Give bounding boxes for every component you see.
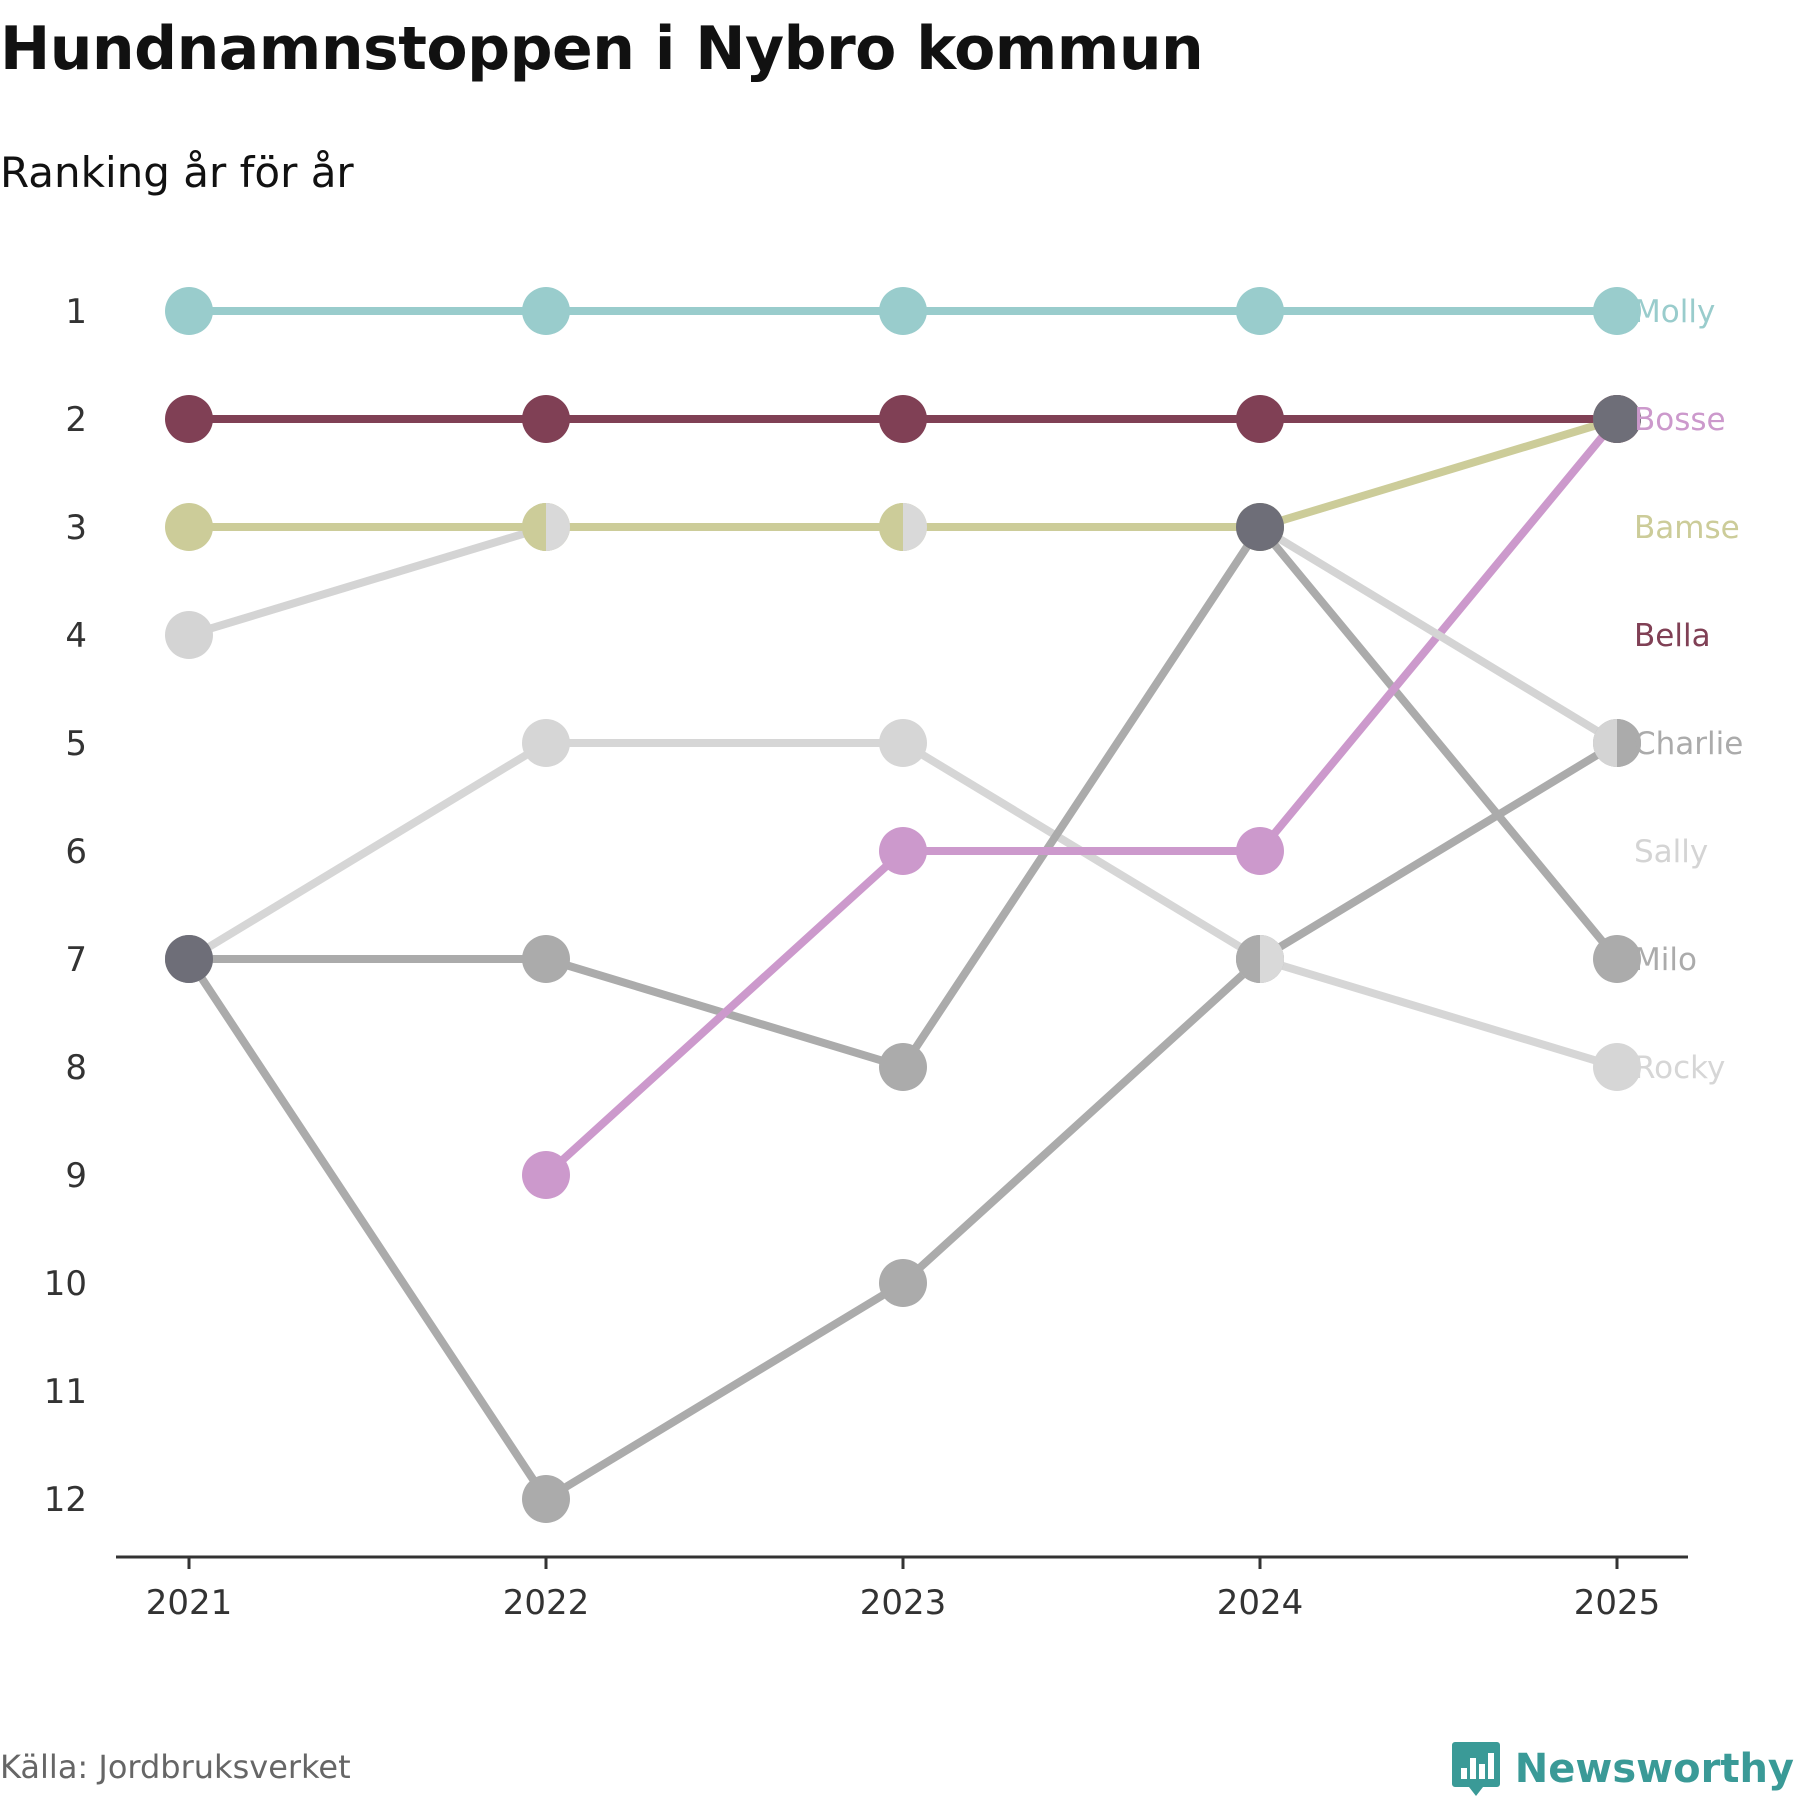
label-milo: Milo: [1634, 942, 1697, 978]
point-overlap-2024-3: [1236, 503, 1284, 551]
point-bella-2023: [879, 395, 927, 443]
point-molly-2022: [522, 287, 570, 335]
x-axis: 2021 2022 2023 2024 2025: [116, 1555, 1688, 1623]
point-shared-left-2023-3: [879, 503, 903, 551]
series-end-labels: Molly Bosse Bamse Bella Charlie Sally Milo Rock…: [1634, 294, 1743, 1086]
point-milo-2025: [1593, 935, 1641, 983]
point-molly-2023: [879, 287, 927, 335]
point-shared-right-2023-3: [903, 503, 927, 551]
y-tick-2: 2: [65, 400, 87, 440]
source-note: Källa: Jordbruksverket: [0, 1748, 351, 1786]
point-charlie-2023: [879, 1259, 927, 1307]
label-sally: Sally: [1634, 834, 1708, 870]
point-bella-2024: [1236, 395, 1284, 443]
point-molly-2021: [165, 287, 213, 335]
point-overlap-2021-7: [165, 935, 213, 983]
y-tick-9: 9: [65, 1156, 87, 1196]
point-shared-left-2022-3: [522, 503, 546, 551]
label-rocky: Rocky: [1634, 1050, 1725, 1086]
y-tick-5: 5: [65, 724, 87, 764]
label-bosse: Bosse: [1634, 402, 1726, 438]
point-molly-2025: [1593, 287, 1641, 335]
y-tick-8: 8: [65, 1048, 87, 1088]
label-bamse: Bamse: [1634, 510, 1740, 546]
point-milo-2022: [522, 935, 570, 983]
newsworthy-logo-icon: [1451, 1742, 1500, 1796]
x-tick-2021: 2021: [146, 1583, 233, 1623]
point-milo-2023: [879, 1043, 927, 1091]
point-rocky-2022: [522, 719, 570, 767]
x-tick-2024: 2024: [1217, 1583, 1304, 1623]
label-bella: Bella: [1634, 618, 1711, 654]
x-tick-2023: 2023: [860, 1583, 947, 1623]
y-tick-3: 3: [65, 508, 87, 548]
y-tick-10: 10: [44, 1264, 87, 1304]
point-bella-2022: [522, 395, 570, 443]
point-shared-right-2025-5: [1617, 719, 1641, 767]
series-points: [165, 287, 1641, 1523]
chart-subtitle: Ranking år för år: [0, 148, 354, 197]
label-molly: Molly: [1634, 294, 1715, 330]
brand-name: Newsworthy: [1514, 1746, 1794, 1792]
label-charlie: Charlie: [1634, 726, 1743, 762]
point-shared-right-2022-3: [546, 503, 570, 551]
brand-logo[interactable]: Newsworthy: [1451, 1740, 1794, 1798]
point-sally-2021: [165, 611, 213, 659]
y-tick-11: 11: [44, 1372, 87, 1412]
series-line-rocky: [186, 739, 1619, 1071]
point-shared-left-2024-7: [1236, 935, 1260, 983]
series-line-connector: [1257, 523, 1620, 747]
point-bosse-2023: [879, 827, 927, 875]
point-shared-right-2024-7: [1260, 935, 1284, 983]
point-overlap-2025-2: [1593, 395, 1641, 443]
point-bamse-2021: [165, 503, 213, 551]
series-line-sally: [187, 523, 548, 639]
point-bella-2021: [165, 395, 213, 443]
x-tick-2022: 2022: [503, 1583, 590, 1623]
y-tick-12: 12: [44, 1480, 87, 1520]
point-shared-left-2025-5: [1593, 719, 1617, 767]
series-lines: [185, 307, 1621, 1503]
point-rocky-2025: [1593, 1043, 1641, 1091]
y-tick-7: 7: [65, 940, 87, 980]
x-tick-2025: 2025: [1574, 1583, 1661, 1623]
point-bosse-2022: [522, 1151, 570, 1199]
y-tick-6: 6: [65, 832, 87, 872]
series-line-milo: [189, 523, 1621, 1071]
point-rocky-2023: [879, 719, 927, 767]
point-charlie-2022: [522, 1475, 570, 1523]
y-tick-1: 1: [65, 292, 87, 332]
point-molly-2024: [1236, 287, 1284, 335]
chart-title: Hundnamnstoppen i Nybro kommun: [0, 14, 1204, 84]
y-tick-4: 4: [65, 616, 87, 656]
point-bosse-2024: [1236, 827, 1284, 875]
